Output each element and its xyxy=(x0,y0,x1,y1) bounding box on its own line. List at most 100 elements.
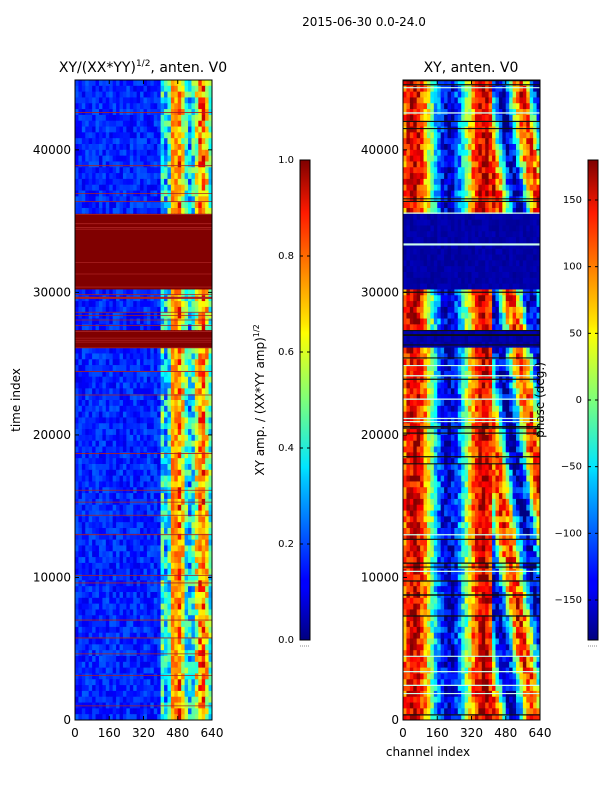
amplitude-cell xyxy=(133,213,138,221)
amplitude-cell xyxy=(181,615,186,622)
amplitude-cell xyxy=(188,405,193,413)
amplitude-cell xyxy=(208,167,212,174)
amplitude-cell xyxy=(184,423,189,430)
amplitude-cell xyxy=(143,545,148,552)
amplitude-cell xyxy=(181,266,186,273)
amplitude-cell xyxy=(191,400,196,407)
phase-cell xyxy=(526,120,531,128)
amplitude-cell xyxy=(81,144,86,151)
amplitude-cell xyxy=(174,452,179,459)
y-tick-label: 10000 xyxy=(33,570,71,584)
amplitude-cell xyxy=(157,370,162,378)
amplitude-cell xyxy=(191,103,196,110)
amplitude-cell xyxy=(150,539,155,547)
amplitude-cell xyxy=(153,120,158,128)
amplitude-cell xyxy=(146,155,151,163)
amplitude-cell xyxy=(188,458,193,465)
amplitude-cell xyxy=(112,318,117,325)
amplitude-cell xyxy=(174,114,179,122)
amplitude-cell xyxy=(205,184,210,192)
amplitude-cell xyxy=(194,114,199,122)
amplitude-cell xyxy=(119,481,124,488)
amplitude-cell xyxy=(157,400,162,407)
amplitude-cell xyxy=(198,347,203,355)
amplitude-cell xyxy=(205,626,210,634)
amplitude-cell xyxy=(157,580,162,587)
amplitude-cell xyxy=(208,114,212,122)
amplitude-cell xyxy=(95,365,100,372)
amplitude-cell xyxy=(150,242,155,250)
phase-cell xyxy=(413,109,418,116)
amplitude-cell xyxy=(116,632,121,640)
amplitude-cell xyxy=(75,370,80,378)
amplitude-cell xyxy=(109,231,114,238)
amplitude-cell xyxy=(105,237,110,244)
amplitude-cell xyxy=(78,91,83,99)
amplitude-cell xyxy=(102,638,107,645)
amplitude-cell xyxy=(98,266,103,273)
amplitude-cell xyxy=(181,708,186,715)
amplitude-cell xyxy=(181,557,186,564)
amplitude-cell xyxy=(157,405,162,413)
amplitude-cell xyxy=(95,103,100,110)
amplitude-cell xyxy=(205,673,210,680)
phase-cell xyxy=(512,103,517,110)
amplitude-cell xyxy=(88,254,93,261)
phase-cell xyxy=(457,91,462,99)
amplitude-cell xyxy=(181,231,186,238)
amplitude-cell xyxy=(78,365,83,372)
amplitude-cell xyxy=(116,208,121,215)
phase-cell xyxy=(406,80,411,87)
amplitude-cell xyxy=(174,208,179,215)
amplitude-cell xyxy=(112,196,117,203)
amplitude-cell xyxy=(81,533,86,541)
amplitude-cell xyxy=(122,551,127,558)
amplitude-cell xyxy=(198,446,203,453)
phase-cell xyxy=(461,132,466,139)
amplitude-cell xyxy=(88,417,93,424)
amplitude-cell xyxy=(198,452,203,459)
amplitude-cell xyxy=(116,667,121,675)
amplitude-cell xyxy=(112,417,117,424)
amplitude-cell xyxy=(129,178,134,186)
amplitude-cell xyxy=(160,621,165,628)
phase-cell xyxy=(430,138,435,145)
amplitude-cell xyxy=(170,114,175,122)
amplitude-cell xyxy=(160,493,165,500)
amplitude-cell xyxy=(157,446,162,453)
amplitude-cell xyxy=(122,667,127,675)
amplitude-cell xyxy=(122,528,127,535)
amplitude-cell xyxy=(153,446,158,453)
amplitude-cell xyxy=(198,708,203,715)
amplitude-cell xyxy=(181,603,186,611)
amplitude-cell xyxy=(191,254,196,261)
amplitude-cell xyxy=(188,225,193,232)
amplitude-cell xyxy=(201,144,206,151)
amplitude-cell xyxy=(191,533,196,541)
amplitude-cell xyxy=(122,609,127,616)
amplitude-cell xyxy=(174,161,179,168)
amplitude-colorbar xyxy=(299,159,311,641)
phase-cell xyxy=(457,132,462,139)
amplitude-cell xyxy=(102,341,107,349)
amplitude-cell xyxy=(194,132,199,139)
amplitude-cell xyxy=(146,562,151,570)
amplitude-cell xyxy=(181,423,186,430)
amplitude-cell xyxy=(184,405,189,413)
phase-cell xyxy=(474,126,479,133)
amplitude-cell xyxy=(88,196,93,203)
amplitude-cell xyxy=(143,714,148,720)
amplitude-cell xyxy=(198,353,203,360)
amplitude-cell xyxy=(177,656,182,663)
amplitude-cell xyxy=(160,574,165,581)
amplitude-cell xyxy=(95,464,100,471)
amplitude-cell xyxy=(208,708,212,715)
amplitude-cell xyxy=(122,516,127,523)
amplitude-cell xyxy=(191,562,196,570)
amplitude-cell xyxy=(136,266,141,273)
amplitude-cell xyxy=(177,516,182,523)
amplitude-cell xyxy=(133,528,138,535)
amplitude-cell xyxy=(136,528,141,535)
phase-cell xyxy=(464,80,469,87)
amplitude-cell xyxy=(102,388,107,395)
